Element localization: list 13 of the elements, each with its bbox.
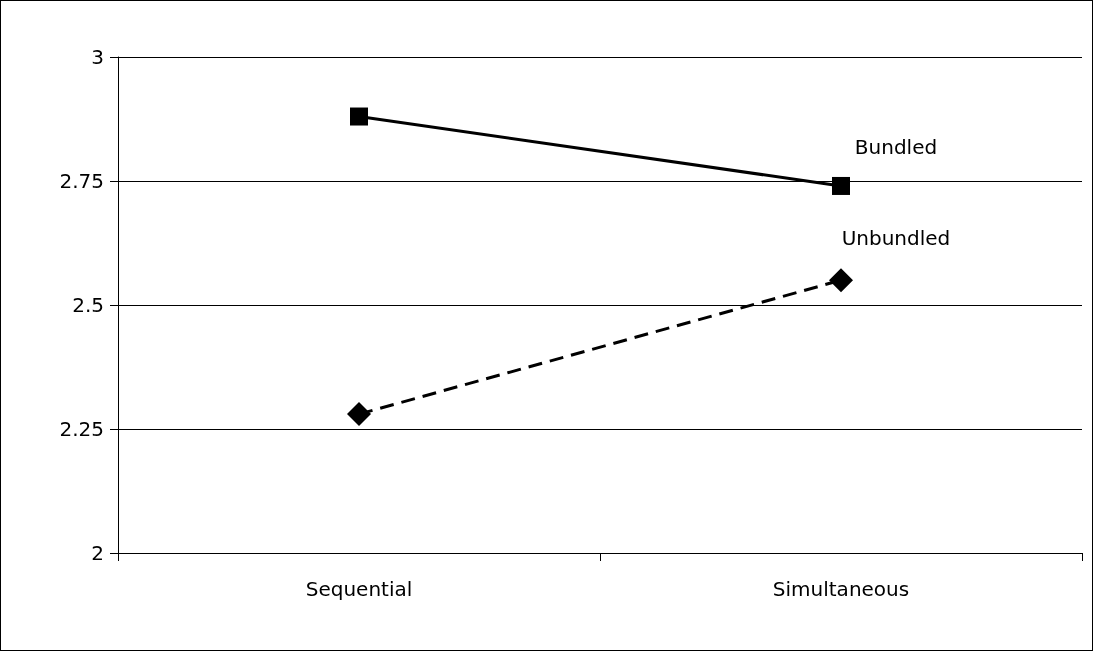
y-tick-label: 2 bbox=[91, 541, 104, 565]
point bbox=[832, 176, 850, 195]
point bbox=[350, 107, 368, 126]
point bbox=[347, 402, 371, 427]
series-label: Unbundled bbox=[841, 226, 951, 251]
point bbox=[829, 268, 853, 293]
y-tick-label: 2.75 bbox=[59, 169, 104, 193]
x-tick-label: Simultaneous bbox=[772, 577, 910, 601]
y-tick-label: 3 bbox=[91, 45, 104, 69]
y-tick-label: 2.5 bbox=[72, 293, 104, 317]
y-tick-label: 2.25 bbox=[59, 417, 104, 441]
series-label: Bundled bbox=[854, 134, 938, 159]
x-tick-label: Sequential bbox=[305, 577, 413, 601]
